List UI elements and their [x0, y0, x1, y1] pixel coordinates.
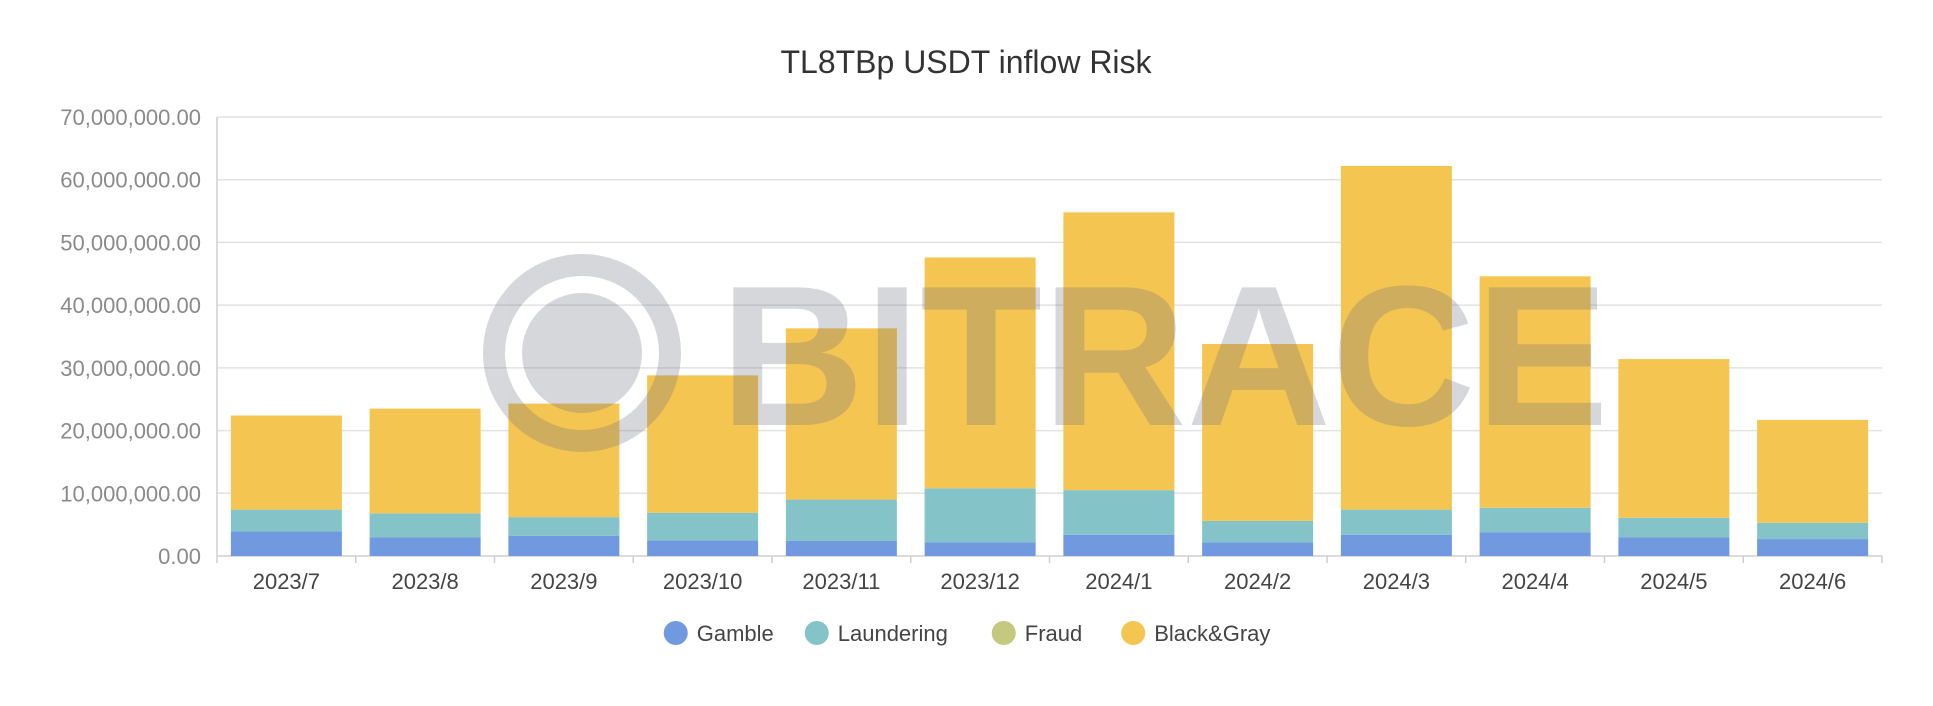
- y-tick-label: 0.00: [158, 544, 201, 569]
- legend-item-gamble[interactable]: Gamble: [663, 621, 774, 646]
- bar-gamble[interactable]: [647, 540, 759, 556]
- bar-gamble[interactable]: [369, 537, 481, 556]
- bar-black-gray[interactable]: [230, 415, 342, 510]
- bar-black-gray[interactable]: [1063, 212, 1175, 491]
- watermark-text: BITRACE: [720, 245, 1609, 468]
- bar-black-gray[interactable]: [369, 408, 481, 514]
- x-tick-label: 2023/11: [802, 569, 880, 594]
- legend-label: Black&Gray: [1154, 621, 1270, 646]
- legend-marker: [1121, 621, 1146, 645]
- x-tick-label: 2023/10: [663, 569, 743, 594]
- bar-gamble[interactable]: [1479, 532, 1591, 556]
- x-tick-label: 2024/5: [1640, 569, 1707, 594]
- bars-layer: [230, 165, 1869, 556]
- bar-laundering[interactable]: [1618, 517, 1730, 538]
- x-tick-label: 2023/7: [253, 569, 320, 594]
- x-tick-label: 2023/9: [530, 569, 597, 594]
- y-tick-label: 70,000,000.00: [60, 105, 201, 130]
- x-tick-label: 2024/4: [1501, 569, 1568, 594]
- grid-layer: [217, 116, 1882, 557]
- legend-marker: [804, 621, 829, 645]
- legend: Gamble Laundering Fraud Black&Gray: [663, 621, 1270, 646]
- bar-laundering[interactable]: [1340, 509, 1452, 535]
- y-tick-label: 20,000,000.00: [60, 419, 201, 444]
- chart-title: TL8TBp USDT inflow Risk: [780, 44, 1152, 80]
- bar-black-gray[interactable]: [1618, 359, 1730, 518]
- bar-laundering[interactable]: [647, 512, 759, 541]
- bar-black-gray[interactable]: [1479, 276, 1591, 508]
- bar-laundering[interactable]: [1063, 490, 1175, 535]
- x-tick-label: 2023/12: [940, 569, 1020, 594]
- bar-gamble[interactable]: [1202, 542, 1314, 556]
- legend-item-fraud[interactable]: Fraud: [991, 621, 1082, 646]
- bar-laundering[interactable]: [1202, 520, 1314, 543]
- bitrace-logo-icon: [483, 254, 681, 452]
- y-tick-label: 10,000,000.00: [60, 481, 201, 506]
- bar-gamble[interactable]: [1340, 534, 1452, 556]
- bar-gamble[interactable]: [785, 540, 897, 556]
- bar-gamble[interactable]: [1063, 534, 1175, 556]
- legend-item-black-gray[interactable]: Black&Gray: [1121, 621, 1270, 646]
- y-tick-label: 50,000,000.00: [60, 230, 201, 255]
- bar-laundering[interactable]: [785, 499, 897, 541]
- bar-black-gray[interactable]: [1202, 344, 1314, 521]
- x-tick-label: 2024/6: [1779, 569, 1846, 594]
- bar-gamble[interactable]: [1757, 539, 1869, 556]
- bar-black-gray[interactable]: [785, 328, 897, 500]
- x-tick-label: 2023/8: [391, 569, 458, 594]
- y-tick-label: 30,000,000.00: [60, 356, 201, 381]
- x-tick-label: 2024/3: [1363, 569, 1430, 594]
- bar-gamble[interactable]: [230, 531, 342, 556]
- bar-black-gray[interactable]: [647, 375, 759, 513]
- legend-label: Fraud: [1025, 621, 1082, 646]
- bar-laundering[interactable]: [1479, 507, 1591, 533]
- bar-black-gray[interactable]: [508, 403, 620, 518]
- legend-item-laundering[interactable]: Laundering: [804, 621, 948, 646]
- legend-label: Laundering: [838, 621, 948, 646]
- legend-marker: [663, 621, 688, 645]
- bar-black-gray[interactable]: [1340, 165, 1452, 510]
- bar-black-gray[interactable]: [924, 257, 1036, 489]
- bar-gamble[interactable]: [508, 535, 620, 556]
- watermark: BITRACE: [483, 245, 1609, 468]
- y-tick-label: 60,000,000.00: [60, 168, 201, 193]
- x-tick-label: 2024/1: [1085, 569, 1152, 594]
- legend-label: Gamble: [697, 621, 774, 646]
- x-tick-label: 2024/2: [1224, 569, 1291, 594]
- axis-layer: 0.00 10,000,000.00 20,000,000.00 30,000,000…: [60, 105, 1883, 594]
- bitrace-logo-inner: [522, 293, 642, 413]
- bar-laundering[interactable]: [1757, 522, 1869, 540]
- y-tick-label: 40,000,000.00: [60, 293, 201, 318]
- bar-laundering[interactable]: [369, 513, 481, 538]
- bar-gamble[interactable]: [1618, 537, 1730, 556]
- bar-laundering[interactable]: [230, 509, 342, 532]
- legend-marker: [991, 621, 1016, 645]
- bar-laundering[interactable]: [924, 488, 1036, 543]
- bar-black-gray[interactable]: [1757, 419, 1869, 523]
- bar-gamble[interactable]: [924, 542, 1036, 556]
- bar-laundering[interactable]: [508, 517, 620, 536]
